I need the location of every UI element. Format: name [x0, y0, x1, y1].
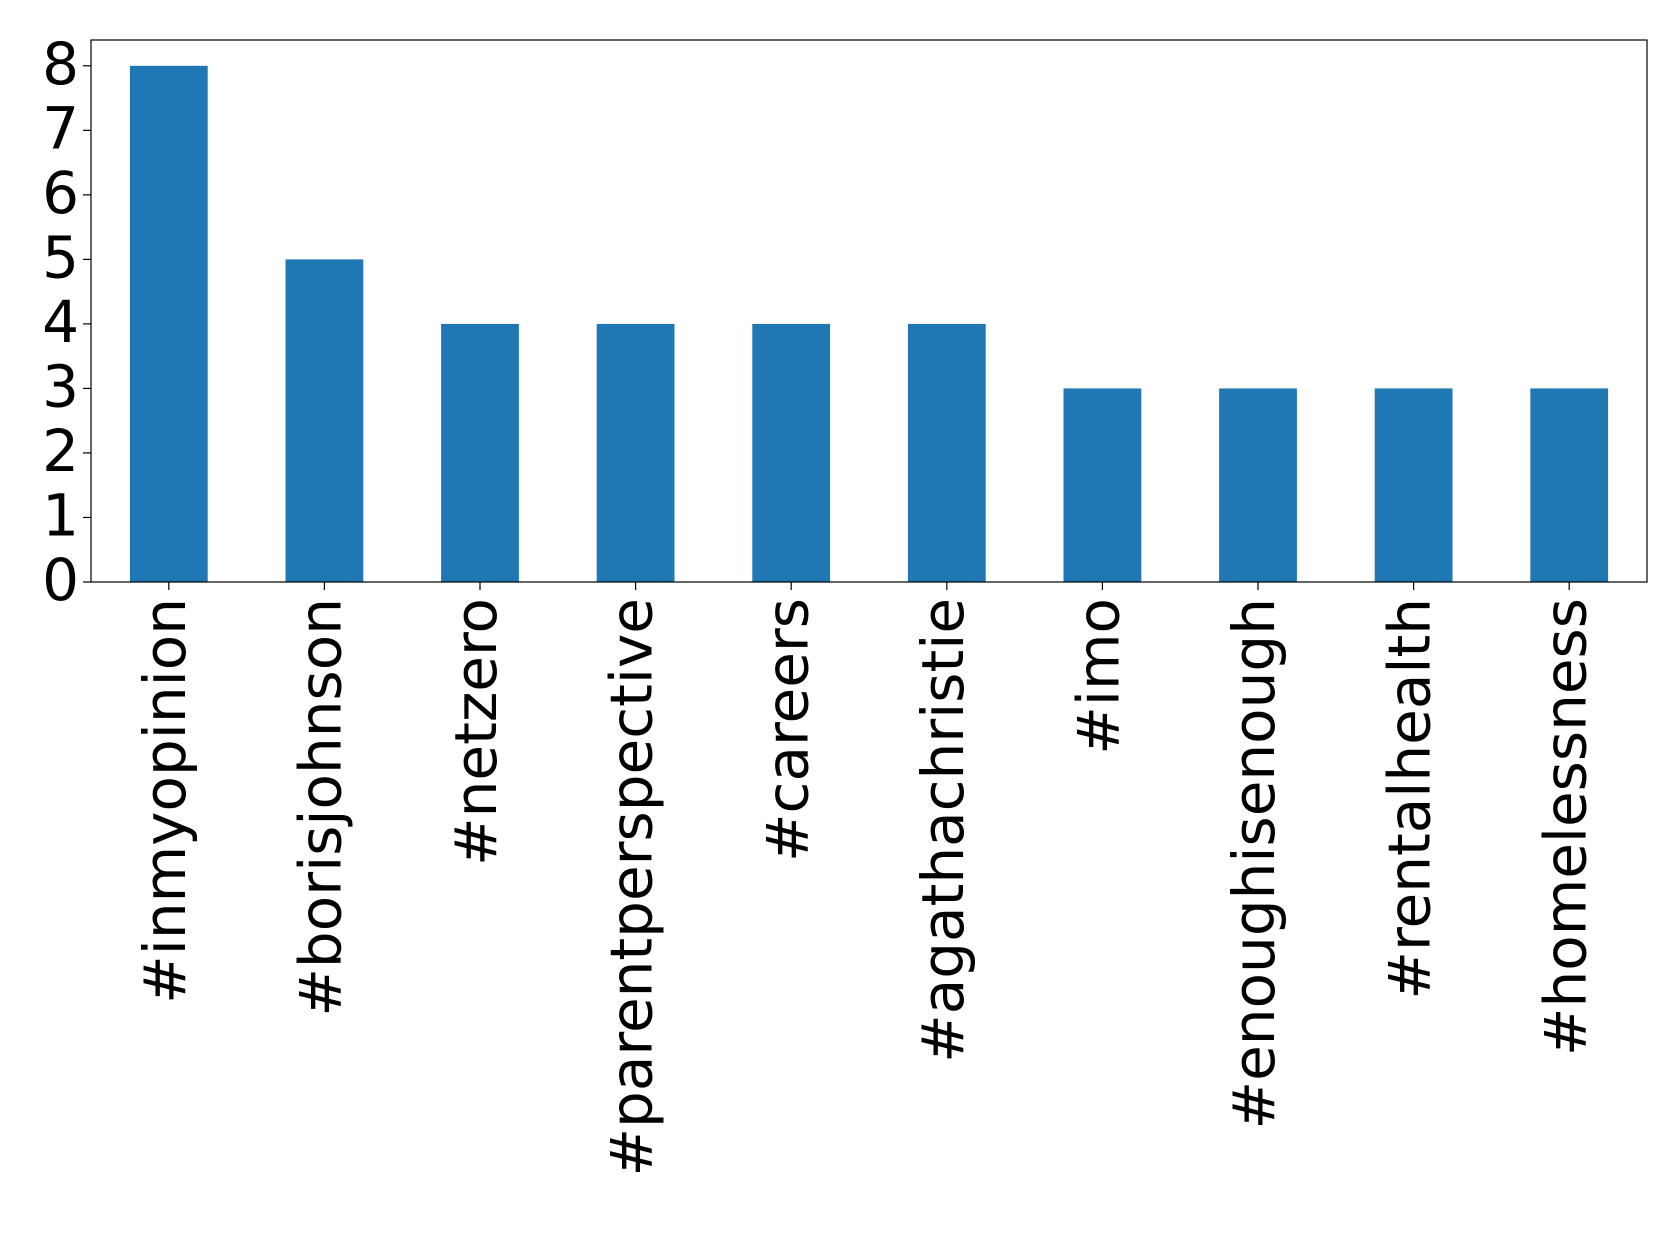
x-tick-label: #rentalhealth [1376, 598, 1444, 1000]
y-tick-label: 7 [42, 94, 79, 162]
bar [285, 259, 364, 582]
x-tick-label: #careers [753, 598, 821, 862]
x-tick-label: #borisjohnson [287, 598, 355, 1017]
y-tick-label: 6 [42, 159, 79, 227]
x-tick-label: #homelessness [1531, 598, 1599, 1056]
x-tick-label: #agathachristie [909, 598, 977, 1063]
x-tick-label: #inmyopinion [131, 598, 199, 1004]
bar [441, 323, 519, 582]
bar [596, 323, 675, 582]
bar [1530, 388, 1609, 582]
bar [752, 323, 831, 582]
x-tick-label: #parentperspective [598, 598, 666, 1177]
y-tick-label: 0 [42, 546, 79, 614]
x-tick-label: #netzero [442, 598, 510, 866]
x-tick-label: #imo [1065, 598, 1133, 755]
bar [1063, 388, 1142, 582]
bar [907, 323, 986, 582]
plot-frame [90, 39, 1648, 583]
y-tick-label: 3 [42, 353, 79, 421]
y-tick-label: 4 [42, 288, 79, 356]
y-tick-label: 1 [42, 482, 79, 550]
y-tick-label: 2 [42, 417, 79, 485]
bar [1374, 388, 1453, 582]
bar [129, 65, 208, 583]
x-tick-label: #enoughisenough [1220, 598, 1288, 1129]
bar [1219, 388, 1297, 582]
y-tick-label: 5 [42, 223, 79, 291]
y-tick-label: 8 [42, 30, 79, 98]
